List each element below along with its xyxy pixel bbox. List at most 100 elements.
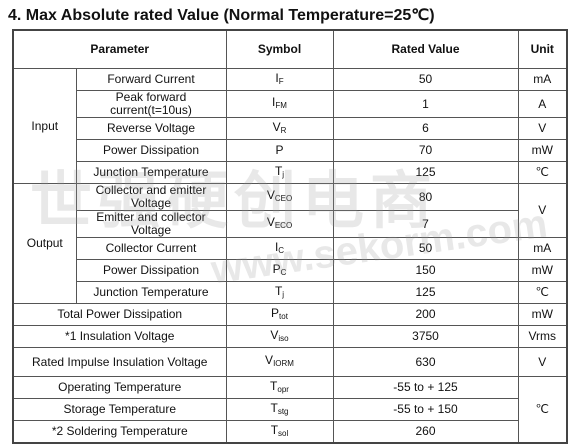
table-row: Total Power Dissipation Ptot 200 mW — [12, 303, 568, 326]
parameter-cell: *2 Soldering Temperature — [12, 420, 227, 444]
symbol-subscript: sol — [278, 428, 289, 438]
unit-cell: ℃ — [517, 161, 568, 184]
symbol-cell: IFM — [225, 90, 334, 118]
symbol-subscript: C — [280, 267, 287, 277]
symbol-main: I — [272, 95, 276, 109]
page: 4. Max Absolute rated Value (Normal Temp… — [8, 7, 568, 444]
symbol-subscript: stg — [277, 406, 289, 416]
parameter-cell: Operating Temperature — [12, 376, 227, 399]
unit-cell: V — [517, 347, 568, 377]
parameter-cell: Power Dissipation — [75, 259, 227, 282]
symbol-main: V — [266, 188, 275, 202]
symbol-cell: VR — [225, 117, 334, 140]
table-row: Storage Temperature Tstg -55 to + 150 — [12, 398, 567, 421]
table-row: *1 Insulation Voltage Viso 3750 Vrms — [12, 325, 568, 348]
symbol-main: T — [270, 400, 278, 415]
unit-cell: mA — [517, 237, 568, 260]
unit-cell: mA — [517, 68, 568, 91]
symbol-subscript: iso — [278, 333, 289, 343]
symbol-main: T — [270, 422, 279, 437]
unit-cell: mW — [517, 303, 568, 326]
table-row: Input Forward Current IF 50 mA — [12, 68, 568, 184]
parameter-cell: Collector Current — [75, 237, 227, 260]
symbol-cell: IF — [225, 68, 334, 91]
unit-cell: ℃ — [517, 376, 568, 444]
value-cell: 50 — [332, 237, 519, 260]
table-row: Peak forward current(t=10us) IFM 1 A — [13, 90, 568, 118]
symbol-cell: PC — [225, 259, 334, 282]
table-row: *2 Soldering Temperature Tsol 260 — [12, 420, 567, 444]
value-cell: 125 — [332, 281, 519, 304]
value-cell: 3750 — [332, 325, 519, 348]
unit-cell: V — [517, 117, 568, 140]
symbol-cell: VIORM — [225, 347, 334, 377]
value-cell: 70 — [332, 139, 519, 162]
unit-cell: Vrms — [517, 325, 568, 348]
parameter-cell: Reverse Voltage — [75, 117, 227, 140]
table-row: Reverse Voltage VR 6 V — [13, 117, 568, 140]
value-cell: 125 — [332, 161, 519, 184]
symbol-cell: Viso — [225, 325, 334, 348]
symbol-subscript: CEO — [274, 194, 293, 203]
unit-cell: mW — [517, 259, 568, 282]
symbol-cell: Tstg — [225, 398, 334, 421]
symbol-subscript: IORM — [273, 359, 294, 368]
value-cell: 200 — [332, 303, 519, 326]
symbol-main: I — [274, 239, 279, 254]
symbol-subscript: F — [278, 76, 284, 86]
parameter-cell: Forward Current — [75, 68, 227, 91]
parameter-cell: Collector and emitter Voltage — [75, 183, 227, 211]
table-row: Junction Temperature Tj 125 ℃ — [13, 161, 568, 184]
symbol-main: T — [274, 283, 283, 298]
parameter-cell: Total Power Dissipation — [12, 303, 227, 326]
symbol-main: I — [275, 70, 279, 85]
unit-cell: ℃ — [517, 281, 568, 304]
table-row: Power Dissipation P 70 mW — [13, 139, 568, 162]
table-row: Collector Current IC 50 mA — [13, 237, 568, 260]
parameter-cell: Peak forward current(t=10us) — [75, 90, 227, 118]
symbol-cell: P — [225, 139, 334, 162]
group-label: Output — [12, 183, 77, 304]
group-label: Input — [12, 68, 77, 184]
symbol-subscript: C — [278, 245, 285, 255]
symbol-cell: Tj — [225, 281, 334, 304]
unit-cell: V — [517, 183, 568, 238]
value-cell: 80 — [332, 183, 519, 211]
symbol-cell: Tsol — [225, 420, 334, 444]
symbol-main: V — [272, 119, 281, 134]
symbol-cell: Topr — [225, 376, 334, 399]
symbol-subscript: ECO — [274, 221, 293, 230]
symbol-main: T — [270, 378, 278, 393]
value-cell: 1 — [332, 90, 519, 118]
symbol-main: P — [271, 305, 280, 320]
unit-cell: mW — [517, 139, 568, 162]
symbol-main: P — [272, 261, 281, 276]
table-row: Junction Temperature Tj 125 ℃ — [13, 281, 568, 304]
header-cell: Symbol — [225, 29, 334, 69]
parameter-cell: Junction Temperature — [75, 281, 227, 304]
parameter-cell: *1 Insulation Voltage — [12, 325, 227, 348]
table-row: Output Collector and emitter Voltage VCEO 8… — [12, 183, 568, 304]
parameter-cell: Junction Temperature — [75, 161, 227, 184]
symbol-subscript: R — [280, 125, 287, 135]
symbol-main: V — [265, 353, 274, 367]
symbol-cell: IC — [225, 237, 334, 260]
table-row: Emitter and collector Voltage VECO 7 — [13, 210, 567, 238]
header-cell: Parameter — [12, 29, 227, 69]
symbol-subscript: tot — [279, 311, 288, 321]
parameter-cell: Storage Temperature — [12, 398, 227, 421]
symbol-subscript: j — [282, 169, 285, 179]
section-title: 4. Max Absolute rated Value (Normal Temp… — [8, 7, 435, 24]
symbol-main: V — [266, 215, 275, 229]
symbol-subscript: opr — [277, 384, 289, 394]
table-row: Rated Impulse Insulation Voltage VIORM 630… — [12, 347, 568, 377]
table-row: Operating Temperature Topr -55 to + 125 ℃ — [12, 376, 568, 444]
symbol-subscript: j — [282, 289, 285, 299]
parameter-cell: Emitter and collector Voltage — [75, 210, 227, 238]
symbol-cell: VCEO — [225, 183, 334, 211]
value-cell: 630 — [332, 347, 519, 377]
symbol-main: P — [275, 143, 284, 157]
table-row: Power Dissipation PC 150 mW — [13, 259, 568, 282]
symbol-cell: Ptot — [225, 303, 334, 326]
value-cell: 50 — [332, 68, 519, 91]
